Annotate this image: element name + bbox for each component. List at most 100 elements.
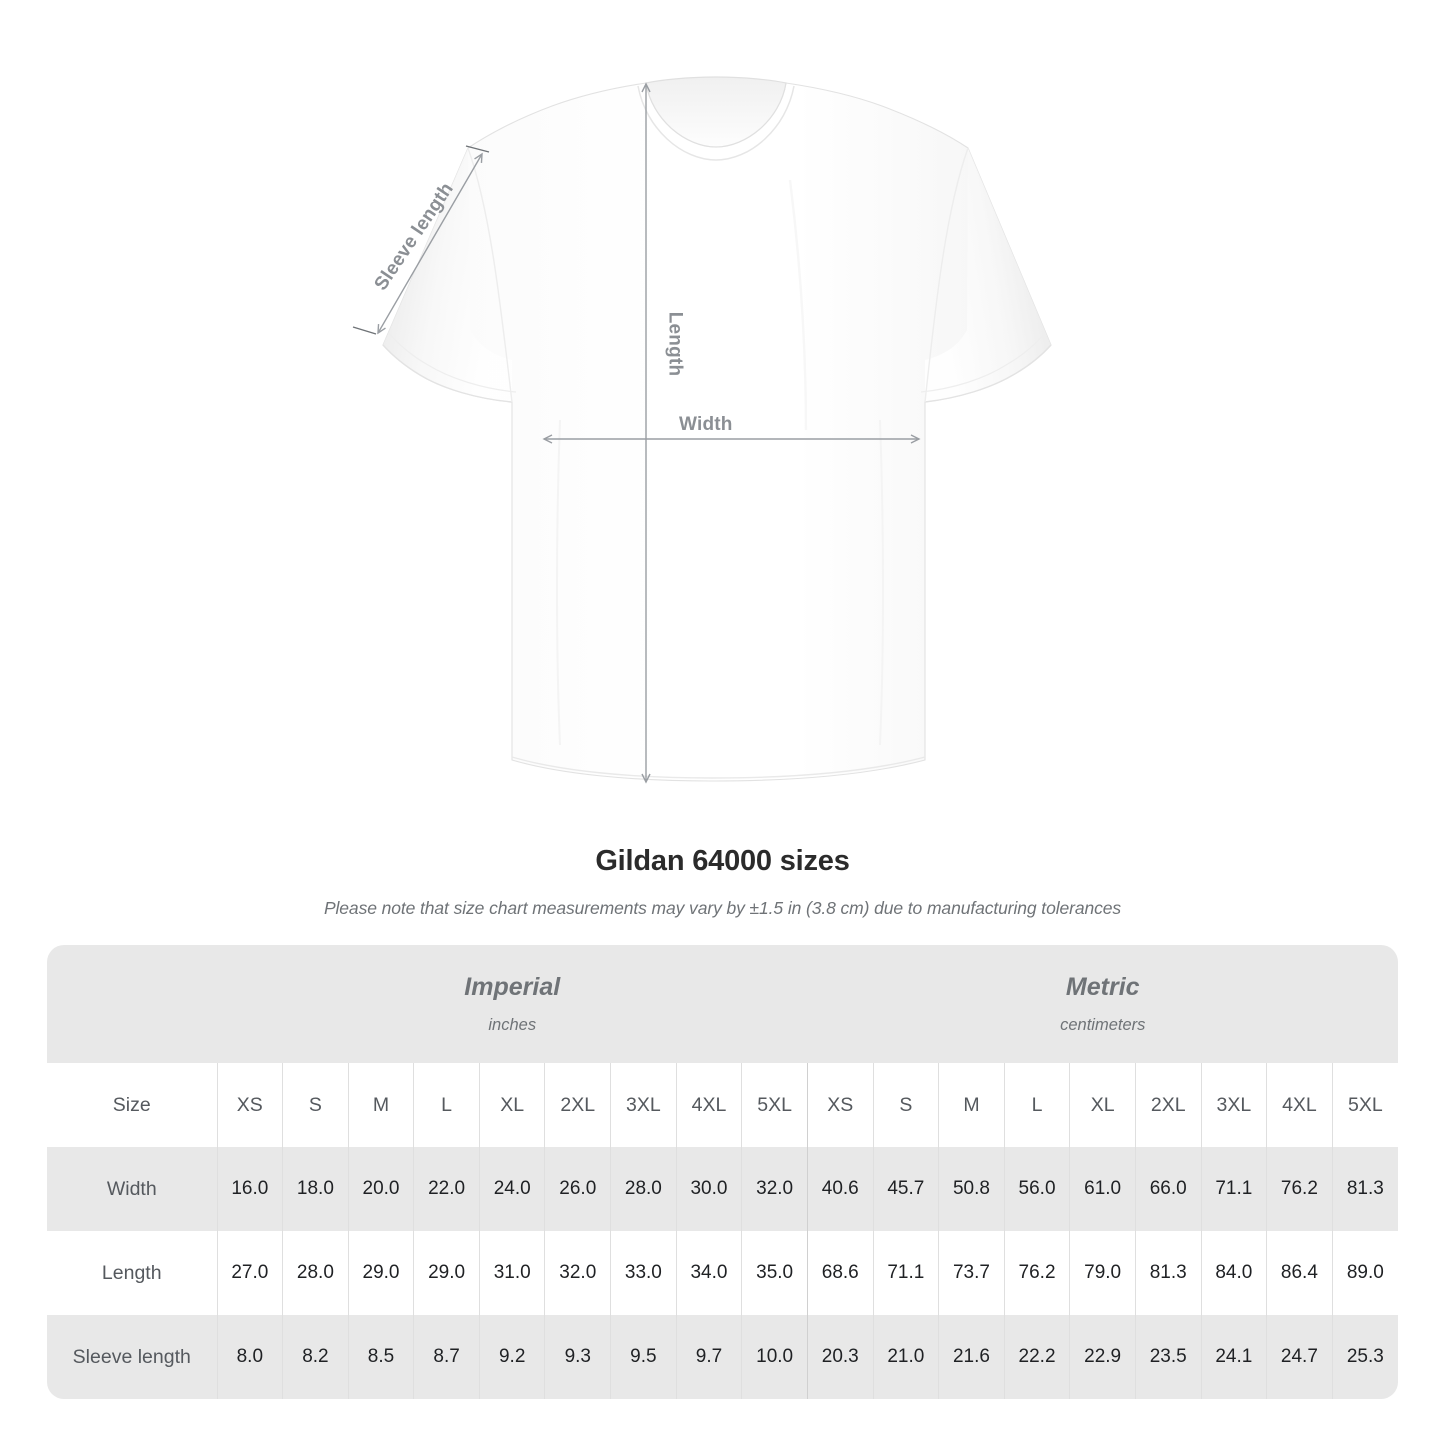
fold-line-2 xyxy=(879,419,884,746)
cell-length-2xl-in: 32.0 xyxy=(544,1231,611,1315)
cell-length-s-in: 28.0 xyxy=(282,1231,349,1315)
fold-line-3 xyxy=(788,179,808,431)
column-header-l-in: L xyxy=(413,1063,480,1147)
table-header-row: Size XS S M L XL 2XL 3XL 4XL 5XL XS S M … xyxy=(47,1063,1398,1147)
cell-width-3xl-cm: 71.1 xyxy=(1200,1147,1267,1231)
cell-width-m-cm: 50.8 xyxy=(938,1147,1005,1231)
cell-width-s-cm: 45.7 xyxy=(872,1147,939,1231)
cell-length-l-in: 29.0 xyxy=(413,1231,480,1315)
column-header-xl-in: XL xyxy=(478,1063,545,1147)
cell-sleeve-s-in: 8.2 xyxy=(282,1315,349,1399)
cell-sleeve-3xl-in: 9.5 xyxy=(610,1315,677,1399)
size-chart-table-container: Imperial inches Metric centimeters Size … xyxy=(47,945,1398,1399)
column-header-2xl-cm: 2XL xyxy=(1134,1063,1202,1147)
sleeve-length-arrow xyxy=(377,152,483,335)
cell-sleeve-5xl-cm: 25.3 xyxy=(1331,1315,1398,1399)
cell-length-5xl-cm: 89.0 xyxy=(1331,1231,1398,1315)
unit-sub-imperial: inches xyxy=(488,1015,537,1034)
cell-sleeve-l-in: 8.7 xyxy=(413,1315,480,1399)
cell-length-xl-cm: 79.0 xyxy=(1069,1231,1136,1315)
column-header-m-in: M xyxy=(347,1063,414,1147)
cell-length-5xl-in: 35.0 xyxy=(741,1231,808,1315)
column-header-xs-cm: XS xyxy=(806,1063,874,1147)
column-header-5xl-in: 5XL xyxy=(741,1063,808,1147)
cell-length-4xl-in: 34.0 xyxy=(675,1231,742,1315)
cell-length-m-in: 29.0 xyxy=(347,1231,414,1315)
column-header-m-cm: M xyxy=(938,1063,1005,1147)
length-label: Length xyxy=(664,311,686,377)
cell-sleeve-xl-in: 9.2 xyxy=(478,1315,545,1399)
column-header-2xl-in: 2XL xyxy=(544,1063,611,1147)
cell-length-3xl-in: 33.0 xyxy=(610,1231,677,1315)
cell-length-4xl-cm: 86.4 xyxy=(1266,1231,1333,1315)
cell-width-xs-cm: 40.6 xyxy=(806,1147,874,1231)
row-header-length: Length xyxy=(47,1231,218,1315)
table-row: Length 27.0 28.0 29.0 29.0 31.0 32.0 33.… xyxy=(47,1231,1398,1315)
cell-sleeve-5xl-in: 10.0 xyxy=(741,1315,808,1399)
cell-width-4xl-cm: 76.2 xyxy=(1266,1147,1333,1231)
cell-length-xs-in: 27.0 xyxy=(216,1231,283,1315)
column-header-xs-in: XS xyxy=(216,1063,283,1147)
cell-sleeve-xl-cm: 22.9 xyxy=(1069,1315,1136,1399)
cell-length-l-cm: 76.2 xyxy=(1003,1231,1070,1315)
table-row: Width 16.0 18.0 20.0 22.0 24.0 26.0 28.0… xyxy=(47,1147,1398,1231)
column-header-4xl-cm: 4XL xyxy=(1266,1063,1333,1147)
cell-sleeve-4xl-in: 9.7 xyxy=(675,1315,742,1399)
size-chart-table: Imperial inches Metric centimeters Size … xyxy=(47,945,1398,1399)
cell-sleeve-xs-cm: 20.3 xyxy=(806,1315,874,1399)
collar-rib xyxy=(645,76,787,148)
collar-outer-edge xyxy=(637,85,795,161)
cell-sleeve-3xl-cm: 24.1 xyxy=(1200,1315,1267,1399)
cell-width-xl-in: 24.0 xyxy=(478,1147,545,1231)
cell-width-l-in: 22.0 xyxy=(413,1147,480,1231)
cell-width-2xl-cm: 66.0 xyxy=(1134,1147,1202,1231)
dimension-annotations xyxy=(352,82,921,784)
cell-sleeve-2xl-cm: 23.5 xyxy=(1134,1315,1202,1399)
tolerance-note: Please note that size chart measurements… xyxy=(323,898,1122,918)
cell-width-l-cm: 56.0 xyxy=(1003,1147,1070,1231)
sleeve-tick-top xyxy=(465,145,490,153)
cell-width-5xl-in: 32.0 xyxy=(741,1147,808,1231)
cell-width-xl-cm: 61.0 xyxy=(1069,1147,1136,1231)
cell-width-3xl-in: 28.0 xyxy=(610,1147,677,1231)
unit-banner-imperial: Imperial inches xyxy=(217,945,808,1063)
cell-length-3xl-cm: 84.0 xyxy=(1200,1231,1267,1315)
cell-length-xs-cm: 68.6 xyxy=(806,1231,874,1315)
right-sleeve-shading xyxy=(925,148,1051,402)
column-header-5xl-cm: 5XL xyxy=(1331,1063,1398,1147)
column-header-size: Size xyxy=(47,1063,218,1147)
unit-banner-row: Imperial inches Metric centimeters xyxy=(47,945,1398,1063)
cell-sleeve-2xl-in: 9.3 xyxy=(544,1315,611,1399)
right-armhole-seam xyxy=(924,147,969,403)
tshirt-illustration xyxy=(352,76,1052,784)
row-header-width: Width xyxy=(47,1147,218,1231)
page-title: Gildan 64000 sizes xyxy=(595,845,850,877)
title-block: Gildan 64000 sizes Please note that size… xyxy=(0,845,1445,919)
cell-sleeve-xs-in: 8.0 xyxy=(216,1315,283,1399)
right-sleeve-hem xyxy=(924,344,1052,403)
sleeve-tick-bottom xyxy=(352,326,377,335)
width-label: Width xyxy=(679,414,733,435)
cell-sleeve-l-cm: 22.2 xyxy=(1003,1315,1070,1399)
unit-sub-metric: centimeters xyxy=(1060,1015,1146,1034)
unit-name-metric: Metric xyxy=(1065,972,1140,1001)
cell-width-xs-in: 16.0 xyxy=(216,1147,283,1231)
unit-banner-metric: Metric centimeters xyxy=(807,945,1398,1063)
tshirt-diagram: Sleeve length Length Width xyxy=(352,76,1052,784)
cell-width-m-in: 20.0 xyxy=(347,1147,414,1231)
column-header-s-cm: S xyxy=(872,1063,939,1147)
cell-length-xl-in: 31.0 xyxy=(478,1231,545,1315)
shirt-body-group xyxy=(382,76,1052,782)
row-header-sleeve-length: Sleeve length xyxy=(47,1315,218,1399)
column-header-3xl-in: 3XL xyxy=(610,1063,677,1147)
cell-length-s-cm: 71.1 xyxy=(872,1231,939,1315)
bottom-hem xyxy=(511,756,926,779)
cell-width-s-in: 18.0 xyxy=(282,1147,349,1231)
cell-sleeve-s-cm: 21.0 xyxy=(872,1315,939,1399)
cell-width-5xl-cm: 81.3 xyxy=(1331,1147,1398,1231)
cell-sleeve-4xl-cm: 24.7 xyxy=(1266,1315,1333,1399)
column-header-4xl-in: 4XL xyxy=(675,1063,742,1147)
cell-sleeve-m-cm: 21.6 xyxy=(938,1315,1005,1399)
fold-line-1 xyxy=(556,419,561,746)
table-row: Sleeve length 8.0 8.2 8.5 8.7 9.2 9.3 9.… xyxy=(47,1315,1398,1399)
